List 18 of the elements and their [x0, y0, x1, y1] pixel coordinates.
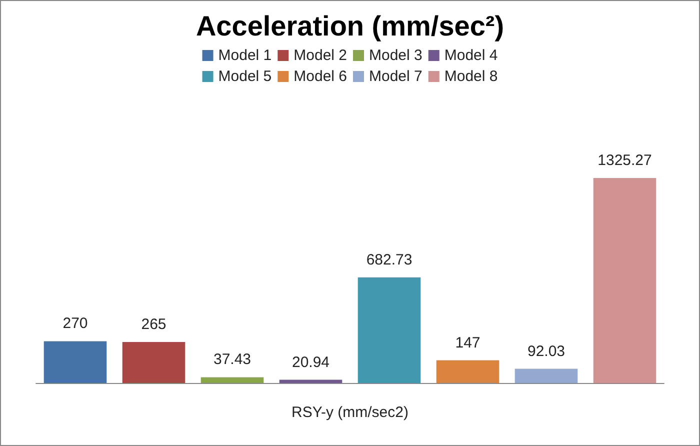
chart-title: Acceleration (mm/sec²): [196, 10, 504, 42]
data-label: 270: [62, 315, 88, 332]
legend-label: Model 7: [369, 68, 422, 85]
data-label: 37.43: [213, 351, 252, 368]
data-label: 20.94: [292, 354, 330, 371]
legend-label: Model 3: [369, 47, 422, 64]
data-label: 92.03: [527, 342, 566, 360]
data-label: 682.73: [366, 251, 412, 268]
data-label: 1325.27: [598, 152, 652, 170]
data-label: 147: [455, 334, 480, 352]
legend-label: Model 8: [444, 68, 498, 85]
legend-label: Model 6: [294, 68, 348, 85]
x-axis-title: RSY-y (mm/sec2): [292, 404, 408, 421]
legend-label: Model 1: [218, 47, 272, 64]
legend-label: Model 5: [218, 68, 272, 85]
data-label: 265: [141, 316, 166, 334]
legend-label: Model 4: [444, 47, 498, 64]
legend-label: Model 2: [294, 47, 348, 64]
